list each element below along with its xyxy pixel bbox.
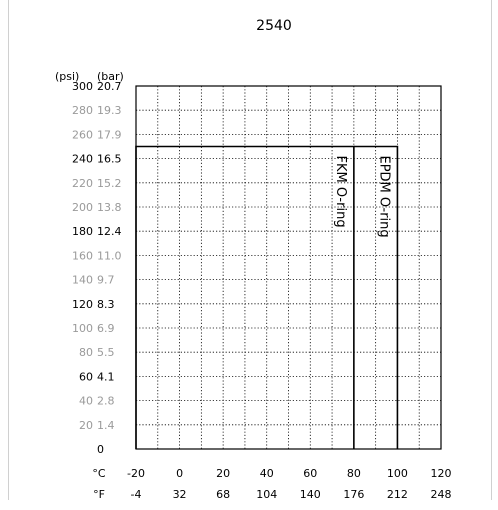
y-tick-label-bar: 5.5 (97, 346, 115, 359)
y-tick-label-psi: 140 (72, 274, 93, 287)
x-tick-label-fahrenheit: 212 (387, 488, 408, 500)
y-tick-label-bar: 20.7 (97, 80, 122, 93)
x-tick-label-fahrenheit: 248 (431, 488, 452, 500)
x-tick-label-celsius: 120 (431, 467, 452, 480)
y-tick-label-psi: 40 (79, 395, 93, 408)
y-tick-label-psi: 280 (72, 104, 93, 117)
y-tick-label-bar: 9.7 (97, 274, 115, 287)
y-tick-label-bar: 8.3 (97, 298, 115, 311)
x-tick-label-celsius: 80 (347, 467, 361, 480)
x-tick-label-fahrenheit: 104 (256, 488, 277, 500)
x-tick-label-fahrenheit: -4 (131, 488, 142, 500)
x-tick-label-celsius: -20 (127, 467, 145, 480)
y-tick-label-psi: 260 (72, 128, 93, 141)
grid (135, 85, 442, 450)
y-tick-label-psi: 80 (79, 346, 93, 359)
plot-frame (135, 85, 442, 450)
chart-card: 2540 (psi) (bar) °C °F 300 20.7 280 19.3 260… (8, 0, 492, 500)
y-tick-label-psi: 120 (72, 298, 93, 311)
x-unit-celsius: °C (92, 467, 106, 480)
y-tick-label-bar: 0 (97, 443, 104, 456)
y-tick-label-psi: 20 (79, 419, 93, 432)
x-unit-fahrenheit: °F (93, 488, 105, 500)
series-line-epdm (353, 145, 399, 449)
y-unit-psi: (psi) (55, 70, 79, 83)
x-tick-label-celsius: 0 (176, 467, 183, 480)
y-tick-label-bar: 16.5 (97, 153, 122, 166)
x-tick-label-fahrenheit: 32 (173, 488, 187, 500)
series-lines: FKM O-ring EPDM O-ring (135, 145, 399, 449)
y-tick-label-bar: 2.8 (97, 395, 115, 408)
y-tick-label-bar: 4.1 (97, 370, 115, 383)
x-tick-label-celsius: 100 (387, 467, 408, 480)
y-tick-label-psi: 220 (72, 177, 93, 190)
y-tick-label-bar: 12.4 (97, 225, 122, 238)
y-unit-bar: (bar) (97, 70, 124, 83)
y-tick-label-psi: 300 (72, 80, 93, 93)
y-tick-label-psi: 200 (72, 201, 93, 214)
y-tick-label-bar: 13.8 (97, 201, 122, 214)
y-tick-label-psi: 180 (72, 225, 93, 238)
y-tick-label-bar: 19.3 (97, 104, 122, 117)
y-tick-label-psi: 240 (72, 153, 93, 166)
x-tick-label-celsius: 20 (216, 467, 230, 480)
y-tick-label-psi: 100 (72, 322, 93, 335)
y-tick-label-bar: 15.2 (97, 177, 122, 190)
x-tick-label-fahrenheit: 140 (300, 488, 321, 500)
y-tick-label-bar: 6.9 (97, 322, 115, 335)
series-label-epdm: EPDM O-ring (376, 156, 391, 238)
y-tick-label-psi: 160 (72, 249, 93, 262)
x-tick-label-celsius: 60 (303, 467, 317, 480)
y-tick-label-bar: 11.0 (97, 249, 122, 262)
series-label-fkm: FKM O-ring (333, 156, 348, 228)
pressure-temperature-chart: 2540 (psi) (bar) °C °F 300 20.7 280 19.3 260… (55, 18, 452, 500)
y-tick-label-bar: 17.9 (97, 128, 122, 141)
x-tick-label-fahrenheit: 68 (216, 488, 230, 500)
y-tick-label-bar: 1.4 (97, 419, 115, 432)
x-tick-label-fahrenheit: 176 (343, 488, 364, 500)
x-tick-label-celsius: 40 (260, 467, 274, 480)
chart-title: 2540 (256, 18, 292, 34)
y-tick-label-psi: 60 (79, 370, 93, 383)
